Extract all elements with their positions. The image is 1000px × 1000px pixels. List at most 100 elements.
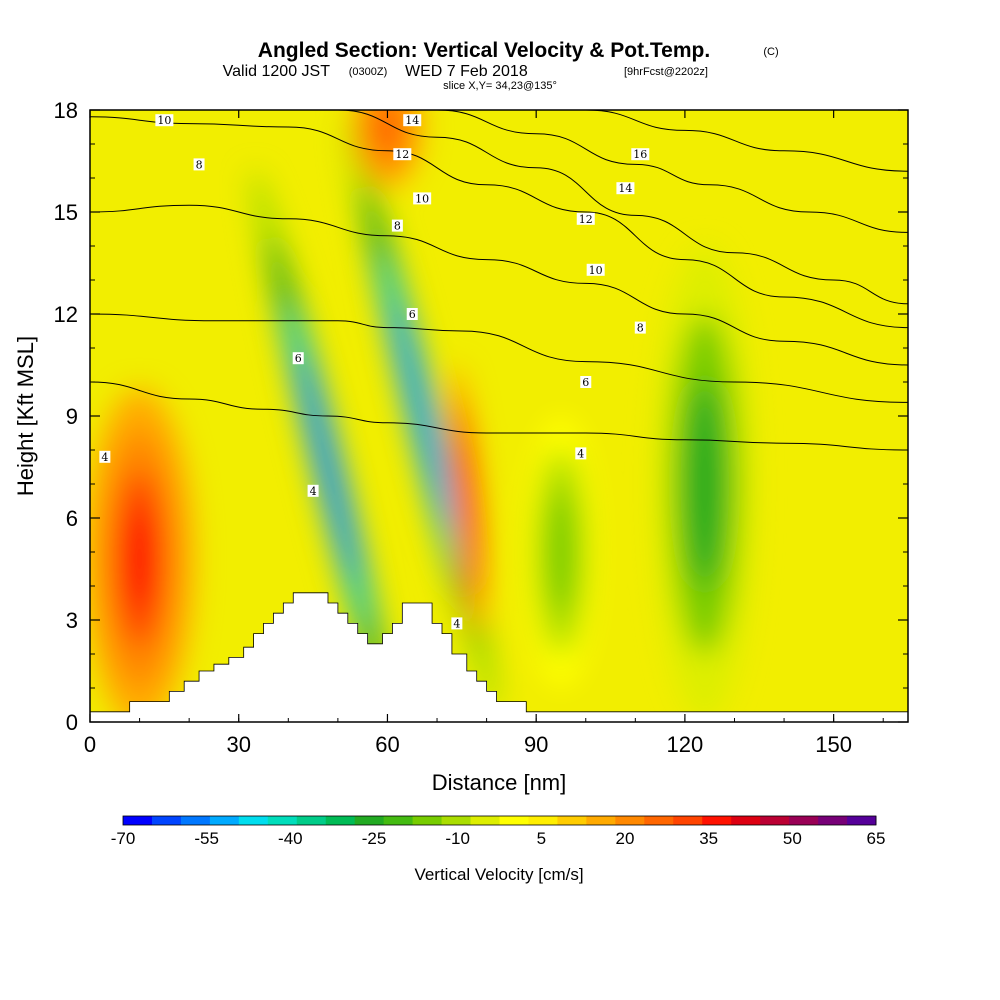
terrain-outline [90,592,908,713]
contour-label: 14 [618,182,632,195]
colorbar: -70 -55 -40 -25 -10 5 20 35 50 65 [111,815,886,848]
isentrope-6 [90,313,908,403]
y-tick-label: 15 [54,200,78,225]
contour-label: 12 [395,148,409,161]
colorbar-label: -70 [111,829,136,848]
colorbar-label: -25 [362,829,387,848]
y-axis-label: Height [Kft MSL] [13,336,38,496]
colorbar-swatch [847,816,877,825]
contour-label: 14 [405,114,419,127]
colorbar-swatch [123,816,153,825]
x-tick-label: 60 [375,732,399,757]
contour-labels: 10 8 4 14 12 10 8 6 6 4 4 16 14 12 10 8 6 4 [99,114,650,630]
contour-label: 8 [637,322,644,335]
downdraft-shell [298,351,358,583]
colorbar-swatch [441,816,472,825]
contour-label: 6 [409,308,416,321]
chart-valid-date: WED 7 Feb 2018 [405,63,528,80]
chart-title: Angled Section: Vertical Velocity & Pot.… [258,39,710,62]
downdraft-core [526,416,596,688]
x-axis-label: Distance [nm] [432,770,567,795]
colorbar-title: Vertical Velocity [cm/s] [414,865,583,884]
chart-valid-prefix: Valid 1200 JST [223,63,331,80]
colorbar-swatch [412,816,443,825]
colorbar-swatch [615,816,645,825]
contour-label-bg [393,148,412,161]
contour-label: 12 [579,213,593,226]
x-tick-label: 30 [226,732,250,757]
colorbar-swatch [383,816,414,825]
updraft-core [352,110,423,189]
contour-label: 4 [101,451,108,464]
isentropes [90,110,908,451]
colorbar-swatch [296,816,327,825]
colorbar-swatch [731,816,761,825]
contour-label: 6 [582,376,589,389]
contour-label-bg [193,158,205,171]
x-tick-label: 0 [84,732,96,757]
contour-label-bg [580,376,592,388]
isentrope-4 [90,381,908,451]
x-tick-label: 120 [667,732,704,757]
colorbar-label: -55 [194,829,219,848]
colorbar-label: 35 [699,829,718,848]
colorbar-label: 5 [537,829,546,848]
isentrope-10 [90,116,908,329]
contour-label: 4 [577,447,584,460]
contour-label-bg [391,219,403,232]
contour-label-bg [586,263,605,276]
colorbar-swatch [644,816,674,825]
isentrope-16 [585,110,908,172]
plot-background [90,110,908,722]
isentrope-12 [337,110,908,305]
y-tick-label: 6 [66,506,78,531]
colorbar-label: -10 [445,829,470,848]
chart-title-unit: (C) [763,46,778,58]
downdraft-core [655,246,755,722]
colorbar-swatch [557,816,587,825]
contour-label-bg [631,148,650,161]
updraft-core [90,388,195,722]
velocity-field [90,110,908,722]
colorbar-swatch [673,816,703,825]
colorbar-swatch [180,816,211,825]
contour-label-bg [634,321,646,334]
contour-label: 6 [295,352,302,365]
colorbar-swatch [528,816,558,825]
contour-label: 16 [633,148,647,161]
colorbar-label: 20 [616,829,635,848]
colorbar-swatch [151,816,182,825]
contour-label: 10 [589,264,603,277]
contour-label-bg [406,308,418,320]
contour-label: 8 [196,158,203,171]
updraft-shell [372,110,403,155]
downdraft-shell [684,382,725,586]
updraft-shell [457,433,477,569]
isentrope-8 [90,204,908,366]
colorbar-swatch [499,816,529,825]
colorbar-swatch [267,816,298,825]
contour-label-bg [403,114,422,127]
y-tick-label: 18 [54,98,78,123]
contour-label-bg [451,617,463,630]
colorbar-swatch [470,816,500,825]
contour-label-bg [155,114,174,127]
y-tick-label: 0 [66,710,78,735]
chart-forecast-stamp: [9hrFcst@2202z] [624,66,708,78]
colorbar-label: -40 [278,829,303,848]
downdraft-shell [392,300,452,532]
contour-label-bg [413,192,432,205]
terrain-mask [90,592,908,722]
updraft-core [447,365,486,637]
updraft-shell [124,507,155,610]
contour-label: 10 [157,114,171,127]
contour-label-bg [99,450,111,463]
chart-valid-utc: (0300Z) [349,66,388,78]
colorbar-swatch [209,816,240,825]
downdraft-shell [546,490,576,614]
colorbar-label: 65 [867,829,886,848]
contour-label: 4 [310,485,317,498]
colorbar-swatch [238,816,269,825]
contour-label-bg [616,182,635,195]
